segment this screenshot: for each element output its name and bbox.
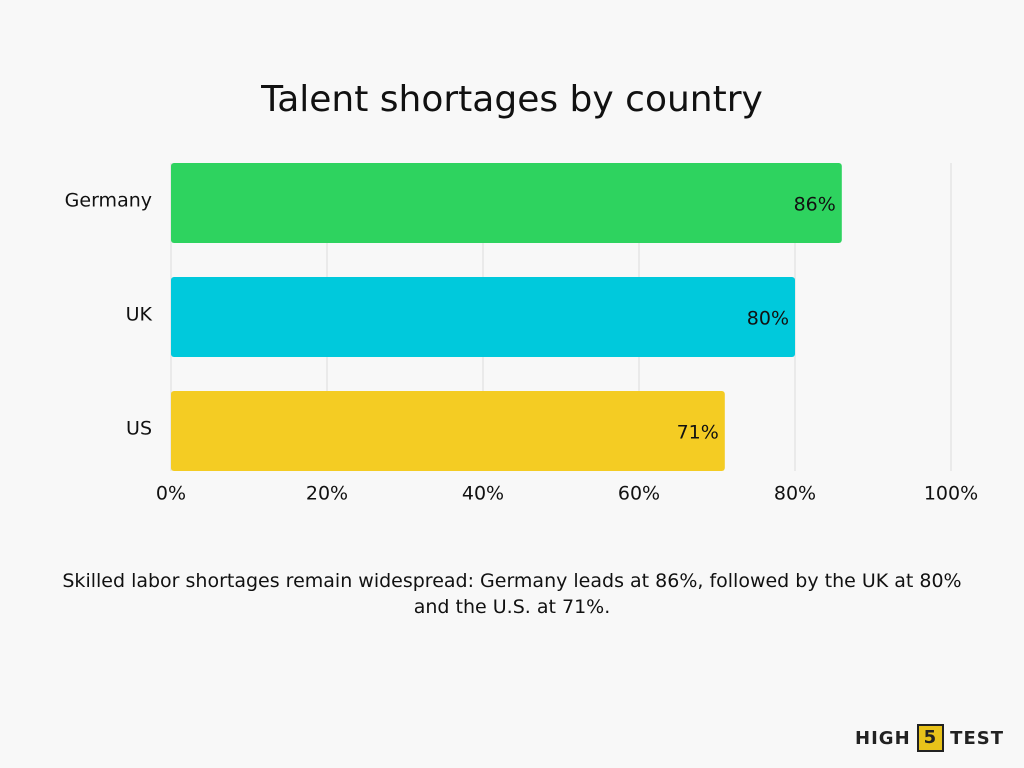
value-label: 71% [677,422,719,444]
logo: HIGH 5 TEST [855,724,1004,752]
chart: Talent shortages by country 0% 20% 40% 60% 8… [65,79,978,505]
chart-title: Talent shortages by country [260,79,763,120]
x-tick-label: 40% [462,483,504,505]
bar [171,277,795,357]
bar [171,391,725,471]
y-tick-label: UK [126,304,153,326]
x-tick-label: 20% [306,483,348,505]
caption: Skilled labor shortages remain widesprea… [62,570,962,618]
x-tick-label: 60% [618,483,660,505]
logo-badge: 5 [916,724,945,752]
bar [171,163,842,243]
value-label: 86% [794,194,836,216]
y-tick-label: Germany [65,190,152,212]
y-tick-label: US [126,418,152,440]
x-tick-label: 100% [924,483,978,505]
value-label: 80% [747,308,789,330]
x-tick-label: 80% [774,483,816,505]
x-tick-label: 0% [156,483,186,505]
logo-text: HIGH [855,727,911,749]
logo-text: TEST [950,727,1004,749]
